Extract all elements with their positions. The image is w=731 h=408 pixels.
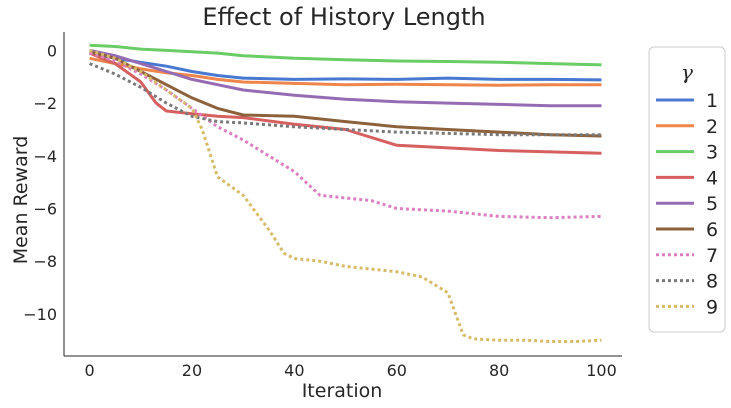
- legend-title: γ: [681, 60, 693, 84]
- legend-label-9: 9: [706, 296, 718, 318]
- series-line-5: [89, 48, 602, 108]
- y-tick-label: −8: [33, 252, 57, 271]
- y-tick-label: −4: [33, 147, 57, 166]
- chart-title: Effect of History Length: [202, 3, 485, 31]
- legend-box: [648, 46, 726, 333]
- y-axis-title: Mean Reward: [10, 136, 32, 265]
- legend-label-1: 1: [706, 90, 718, 112]
- legend-label-3: 3: [706, 142, 718, 164]
- x-axis-title: Iteration: [302, 380, 383, 402]
- legend-label-2: 2: [706, 116, 718, 138]
- legend-label-4: 4: [706, 167, 718, 189]
- legend-label-8: 8: [706, 271, 718, 293]
- y-tick-label: −6: [33, 199, 57, 218]
- y-tick-label: 0: [47, 41, 57, 60]
- x-tick-labels: 0 20 40 60 80 100: [85, 361, 617, 380]
- plot-area: 0 20 40 60 80 100 0 −2 −4 −6 −8 −10: [23, 32, 622, 380]
- x-tick-label: 60: [387, 361, 407, 380]
- y-tick-labels: 0 −2 −4 −6 −8 −10: [23, 41, 57, 323]
- series-line-3: [89, 43, 602, 67]
- series-line-9: [89, 48, 602, 343]
- x-tick-label: 80: [489, 361, 509, 380]
- series-line-1: [89, 51, 602, 82]
- legend-label-6: 6: [706, 219, 718, 241]
- legend-label-5: 5: [706, 193, 718, 215]
- x-tick-label: 100: [586, 361, 617, 380]
- series-layer: [89, 43, 602, 343]
- y-tick-label: −2: [33, 94, 57, 113]
- legend: γ 1 2 3 4 5 6 7 8 9: [648, 46, 726, 333]
- legend-label-7: 7: [706, 245, 718, 267]
- legend-entries: 1 2 3 4 5 6 7 8 9: [656, 90, 718, 318]
- series-line-4: [89, 51, 602, 155]
- series-line-8: [89, 62, 602, 137]
- x-tick-label: 0: [85, 361, 95, 380]
- x-tick-label: 40: [284, 361, 304, 380]
- series-line-2: [89, 56, 602, 87]
- x-tick-label: 20: [182, 361, 202, 380]
- y-tick-label: −10: [23, 305, 57, 324]
